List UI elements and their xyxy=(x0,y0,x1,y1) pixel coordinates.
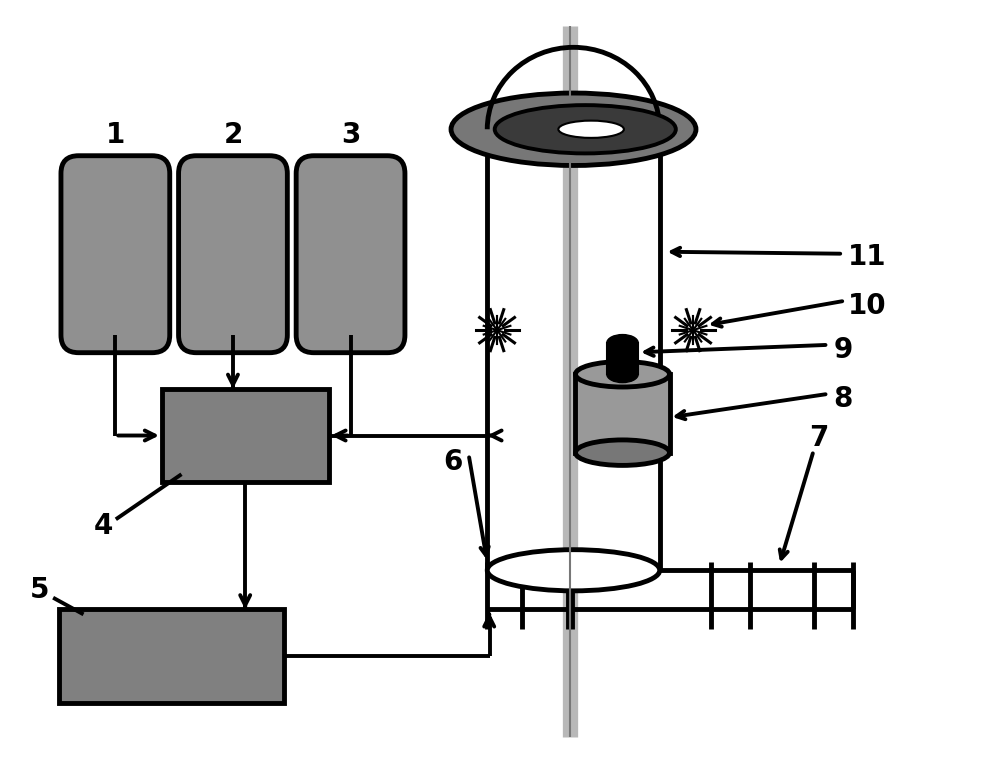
Ellipse shape xyxy=(558,121,624,138)
Text: 1: 1 xyxy=(106,121,125,149)
Bar xyxy=(59,609,284,703)
Ellipse shape xyxy=(575,440,670,465)
Text: 4: 4 xyxy=(93,512,113,540)
Text: 2: 2 xyxy=(223,121,243,149)
Text: 3: 3 xyxy=(341,121,360,149)
Text: 6: 6 xyxy=(443,448,463,477)
Ellipse shape xyxy=(487,550,660,591)
FancyBboxPatch shape xyxy=(296,156,405,353)
Ellipse shape xyxy=(451,93,696,166)
Text: 5: 5 xyxy=(30,576,49,604)
Text: 7: 7 xyxy=(809,424,828,452)
Text: 11: 11 xyxy=(848,243,886,271)
Bar xyxy=(162,389,328,482)
Bar xyxy=(607,343,638,375)
FancyBboxPatch shape xyxy=(179,156,287,353)
Ellipse shape xyxy=(607,334,638,351)
Text: 8: 8 xyxy=(833,385,853,413)
Bar xyxy=(575,375,670,453)
Ellipse shape xyxy=(495,105,676,153)
Text: 10: 10 xyxy=(848,292,887,320)
Ellipse shape xyxy=(607,366,638,382)
FancyBboxPatch shape xyxy=(61,156,170,353)
Ellipse shape xyxy=(575,361,670,387)
Text: 9: 9 xyxy=(833,336,853,364)
